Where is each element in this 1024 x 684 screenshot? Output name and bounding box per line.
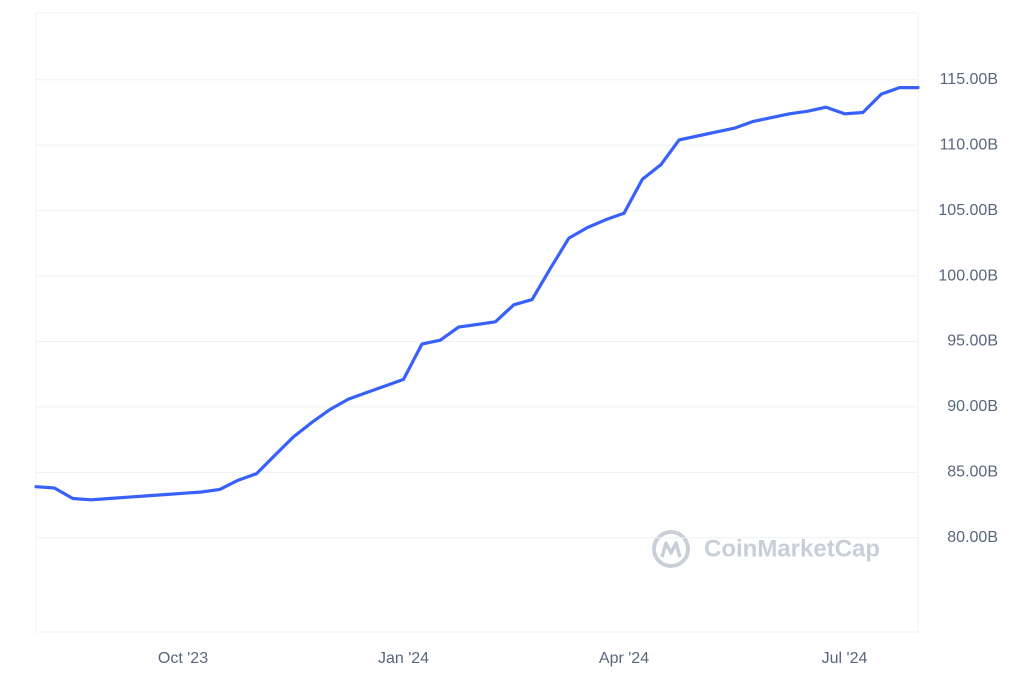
- x-tick-label: Jan '24: [378, 650, 429, 667]
- y-tick-label: 105.00B: [938, 202, 998, 219]
- plot-frame: [35, 12, 919, 633]
- watermark-logo: [652, 530, 690, 568]
- x-tick-label: Jul '24: [822, 650, 868, 667]
- line: [34, 86, 920, 502]
- y-tick-label: 80.00B: [947, 529, 998, 546]
- y-tick-label: 85.00B: [947, 464, 998, 481]
- y-tick-label: 90.00B: [947, 398, 998, 415]
- y-tick-label: 115.00B: [940, 71, 998, 88]
- watermark: CoinMarketCap: [704, 535, 880, 562]
- y-tick-label: 110.00B: [940, 136, 998, 153]
- x-tick-label: Apr '24: [599, 650, 649, 667]
- x-tick-label: Oct '23: [158, 650, 208, 667]
- y-tick-label: 100.00B: [938, 267, 998, 284]
- grid: [36, 79, 918, 539]
- y-tick-label: 95.00B: [947, 333, 998, 350]
